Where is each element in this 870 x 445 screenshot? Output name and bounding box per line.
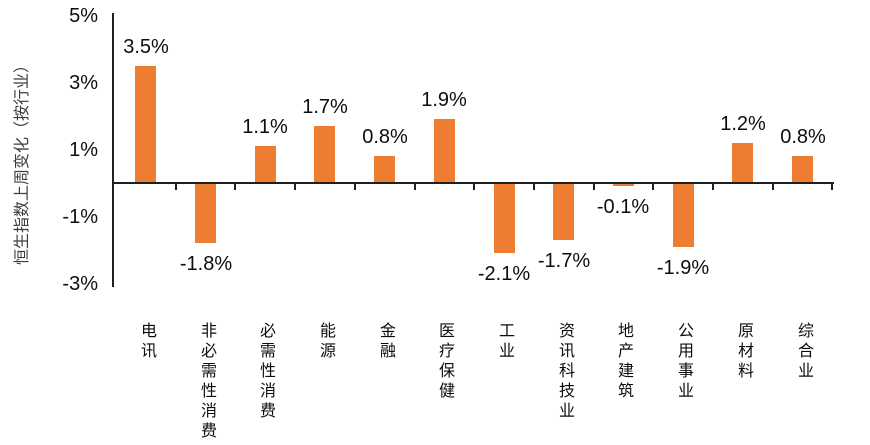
x-axis-tick xyxy=(712,184,714,190)
x-axis-tick xyxy=(593,184,595,190)
x-axis-tick xyxy=(772,184,774,190)
x-axis-category-label: 能源 xyxy=(317,322,334,362)
x-axis-category-label: 医疗保健 xyxy=(436,322,453,402)
bar-value-label: -1.9% xyxy=(656,257,710,279)
bar xyxy=(434,119,455,183)
x-axis-category-label: 综合业 xyxy=(795,322,812,382)
y-axis-tick-label: 3% xyxy=(69,71,98,94)
bar-value-label: 1.7% xyxy=(302,96,348,118)
x-axis-tick xyxy=(473,184,475,190)
x-axis-category-label: 公用事业 xyxy=(675,322,692,402)
bar xyxy=(673,183,694,247)
x-axis-category-label: 电讯 xyxy=(138,322,155,362)
bar xyxy=(553,183,574,240)
x-axis-tick xyxy=(414,184,416,190)
bar-value-label: -0.1% xyxy=(596,196,650,218)
x-axis-tick xyxy=(831,184,833,190)
bar xyxy=(494,183,515,253)
bar xyxy=(314,126,335,183)
x-axis-category-label: 地产建筑 xyxy=(615,322,632,402)
x-axis-tick xyxy=(354,184,356,190)
x-axis-tick xyxy=(234,184,236,190)
x-axis-category-label: 工业 xyxy=(496,322,513,362)
bar-value-label: -1.8% xyxy=(179,253,233,275)
x-axis-tick xyxy=(533,184,535,190)
x-axis-tick xyxy=(175,184,177,190)
bar xyxy=(195,183,216,243)
bar-value-label: -2.1% xyxy=(477,263,531,285)
y-axis-tick-label: -3% xyxy=(62,272,98,295)
bar xyxy=(135,66,156,183)
bar xyxy=(374,156,395,183)
x-axis-category-label: 非必需性消费 xyxy=(198,322,215,442)
bar-value-label: -1.7% xyxy=(537,250,591,272)
y-axis-tick-label: 5% xyxy=(69,4,98,27)
y-axis-tick-label: 1% xyxy=(69,138,98,161)
x-axis-category-label: 原材料 xyxy=(735,322,752,382)
bar-value-label: 0.8% xyxy=(362,126,408,148)
x-axis-category-label: 资讯科技业 xyxy=(556,322,573,422)
x-axis-tick xyxy=(652,184,654,190)
bar xyxy=(613,183,634,186)
bar-value-label: 3.5% xyxy=(123,36,169,58)
bar-value-label: 1.9% xyxy=(421,89,467,111)
y-axis-tick-label: -1% xyxy=(62,205,98,228)
bar-value-label: 0.8% xyxy=(780,126,826,148)
bar xyxy=(732,143,753,183)
x-axis-tick xyxy=(294,184,296,190)
y-axis-line xyxy=(112,13,114,287)
x-axis-category-label: 金融 xyxy=(377,322,394,362)
bar-value-label: 1.1% xyxy=(242,116,288,138)
x-axis-category-label: 必需性消费 xyxy=(257,322,274,422)
bar xyxy=(255,146,276,183)
x-axis-line xyxy=(112,182,835,184)
bar-value-label: 1.2% xyxy=(720,113,766,135)
bar xyxy=(792,156,813,183)
